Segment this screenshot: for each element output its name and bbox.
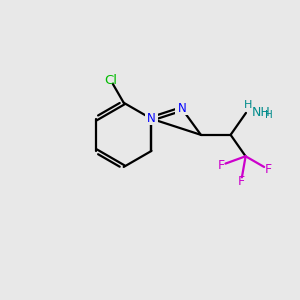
Text: F: F — [218, 159, 225, 172]
Text: N: N — [178, 102, 186, 116]
Text: F: F — [264, 163, 272, 176]
Text: H: H — [244, 100, 253, 110]
Text: N: N — [147, 112, 156, 125]
Bar — [176, 103, 189, 115]
Bar — [145, 113, 158, 125]
Text: F: F — [238, 175, 245, 188]
Text: NH: NH — [251, 106, 270, 119]
Text: Cl: Cl — [105, 74, 118, 87]
Text: H: H — [265, 110, 273, 120]
